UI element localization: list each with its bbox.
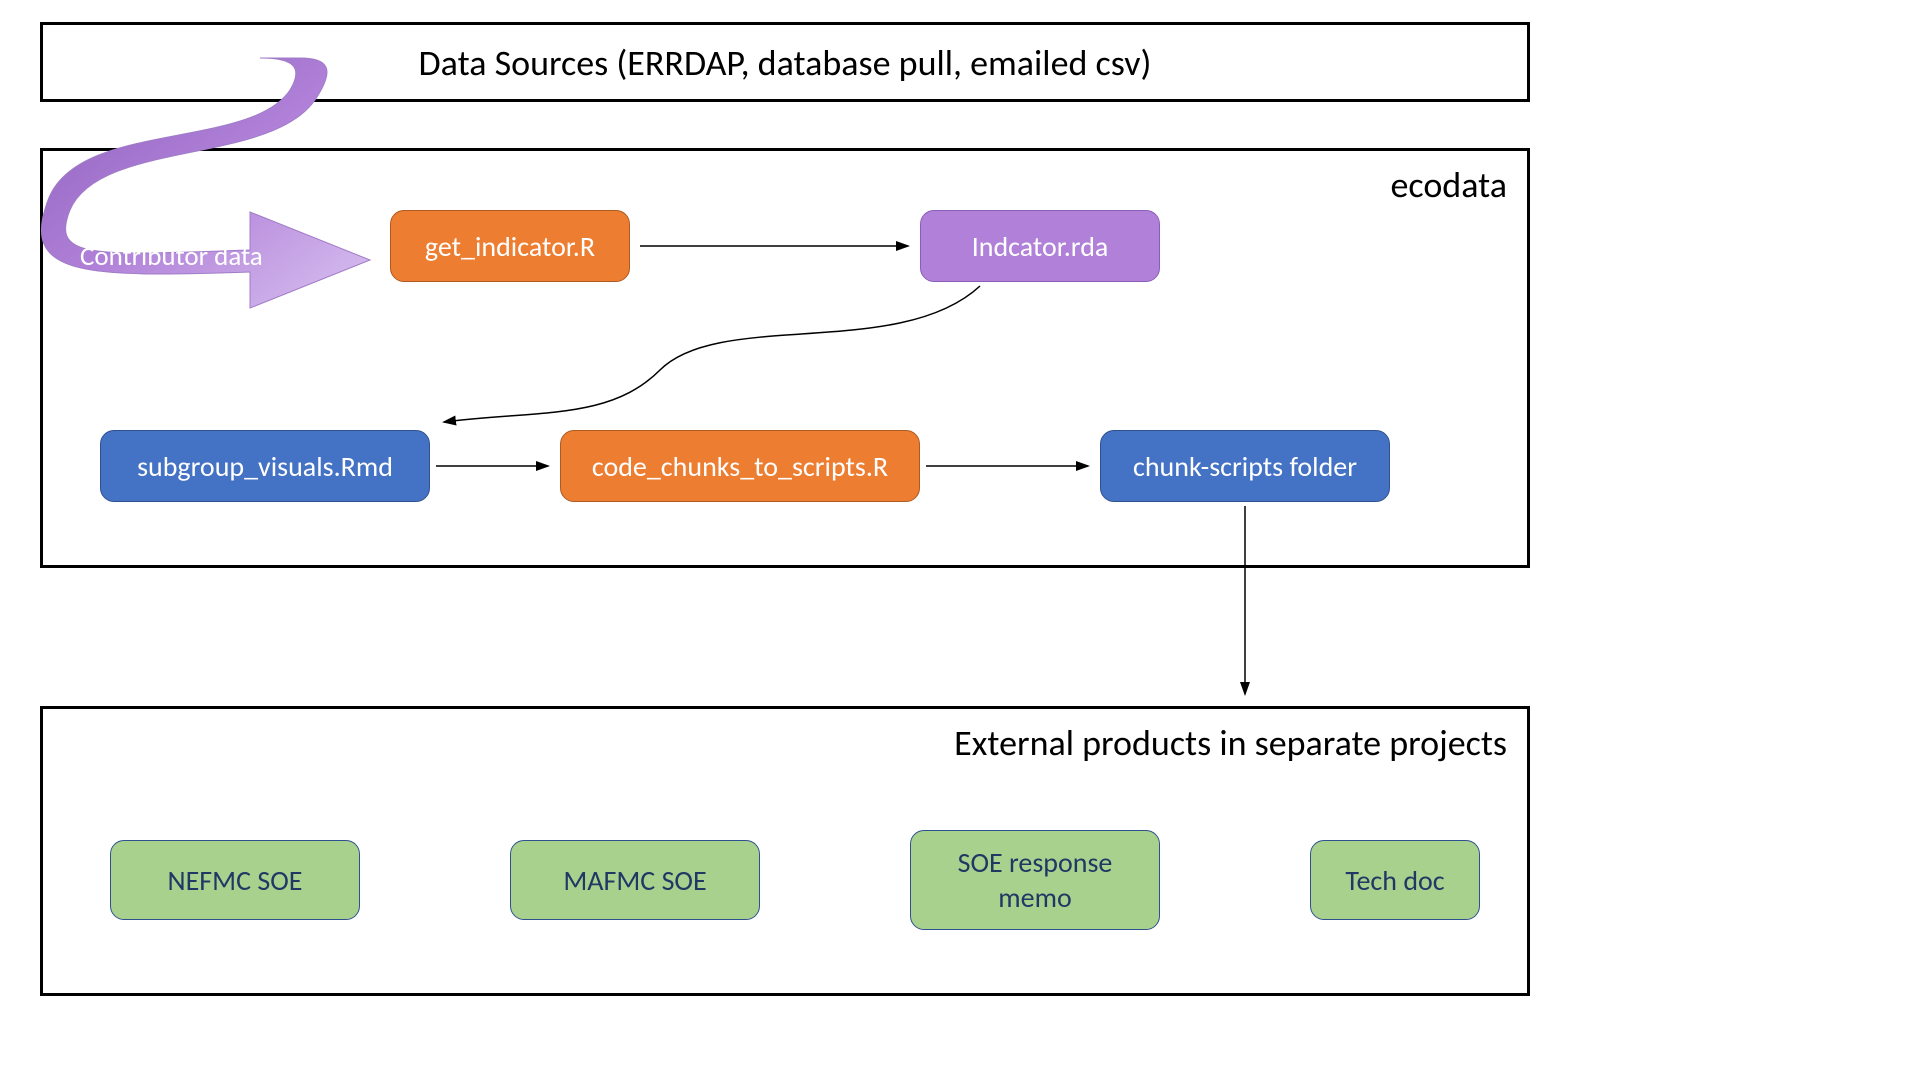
container-data-sources: Data Sources (ERRDAP, database pull, ema… xyxy=(40,22,1530,102)
node-label: chunk-scripts folder xyxy=(1133,449,1357,484)
node-nefmc: NEFMC SOE xyxy=(110,840,360,920)
node-label: code_chunks_to_scripts.R xyxy=(592,449,888,484)
node-mafmc: MAFMC SOE xyxy=(510,840,760,920)
node-indicator-rda: Indcator.rda xyxy=(920,210,1160,282)
title-external: External products in separate projects xyxy=(954,721,1507,765)
title-data-sources: Data Sources (ERRDAP, database pull, ema… xyxy=(419,41,1152,85)
container-ecodata: ecodata xyxy=(40,148,1530,568)
node-techdoc: Tech doc xyxy=(1310,840,1480,920)
node-label: SOE response memo xyxy=(925,845,1145,915)
node-label: subgroup_visuals.Rmd xyxy=(137,449,393,484)
node-chunk-scripts: chunk-scripts folder xyxy=(1100,430,1390,502)
node-label: Indcator.rda xyxy=(972,229,1109,264)
title-ecodata: ecodata xyxy=(1390,163,1507,207)
node-code-chunks: code_chunks_to_scripts.R xyxy=(560,430,920,502)
node-label: NEFMC SOE xyxy=(168,863,303,898)
node-label: Tech doc xyxy=(1345,863,1444,898)
node-label: get_indicator.R xyxy=(425,229,595,264)
node-get-indicator: get_indicator.R xyxy=(390,210,630,282)
node-soe-response: SOE response memo xyxy=(910,830,1160,930)
node-label: MAFMC SOE xyxy=(563,863,706,898)
node-subgroup-visuals: subgroup_visuals.Rmd xyxy=(100,430,430,502)
